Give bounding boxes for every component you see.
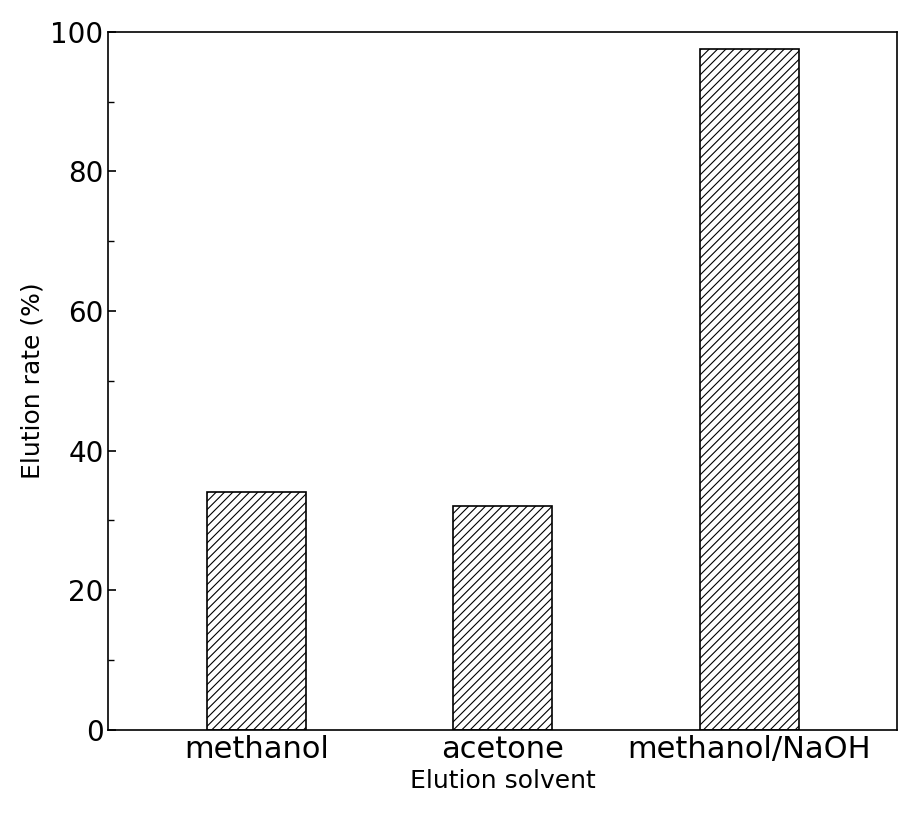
X-axis label: Elution solvent: Elution solvent bbox=[410, 769, 596, 793]
Bar bbox=[207, 492, 306, 729]
Bar bbox=[700, 50, 799, 729]
Y-axis label: Elution rate (%): Elution rate (%) bbox=[21, 282, 45, 479]
Bar bbox=[453, 506, 552, 729]
